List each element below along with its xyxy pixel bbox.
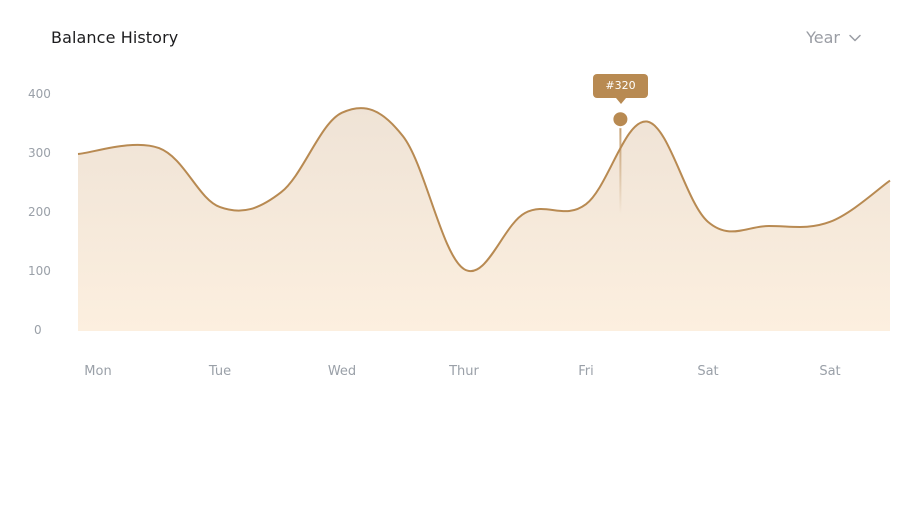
period-dropdown[interactable]: Year xyxy=(806,28,862,47)
x-tick-label: Fri xyxy=(578,364,594,379)
y-tick-label: 300 xyxy=(28,146,51,160)
y-tick-label: 100 xyxy=(28,264,51,278)
period-label: Year xyxy=(806,28,840,47)
tooltip-value: #320 xyxy=(593,74,648,104)
series-line xyxy=(77,107,891,273)
x-tick-label: Thur xyxy=(449,364,479,379)
y-tick-label: 200 xyxy=(28,205,51,219)
area-fill xyxy=(78,108,890,331)
highlight-dropline xyxy=(619,119,622,215)
x-tick-label: Sat xyxy=(819,364,841,379)
x-tick-label: Mon xyxy=(84,364,112,379)
x-tick-label: Wed xyxy=(327,364,357,379)
card-title: Balance History xyxy=(51,28,179,47)
y-tick-label: 400 xyxy=(28,87,51,101)
x-tick-label: Tue xyxy=(208,364,232,379)
x-tick-label: Sat xyxy=(697,364,719,379)
y-tick-label: 0 xyxy=(34,323,42,337)
chevron-down-icon xyxy=(849,34,861,41)
highlight-point[interactable] xyxy=(611,110,630,129)
